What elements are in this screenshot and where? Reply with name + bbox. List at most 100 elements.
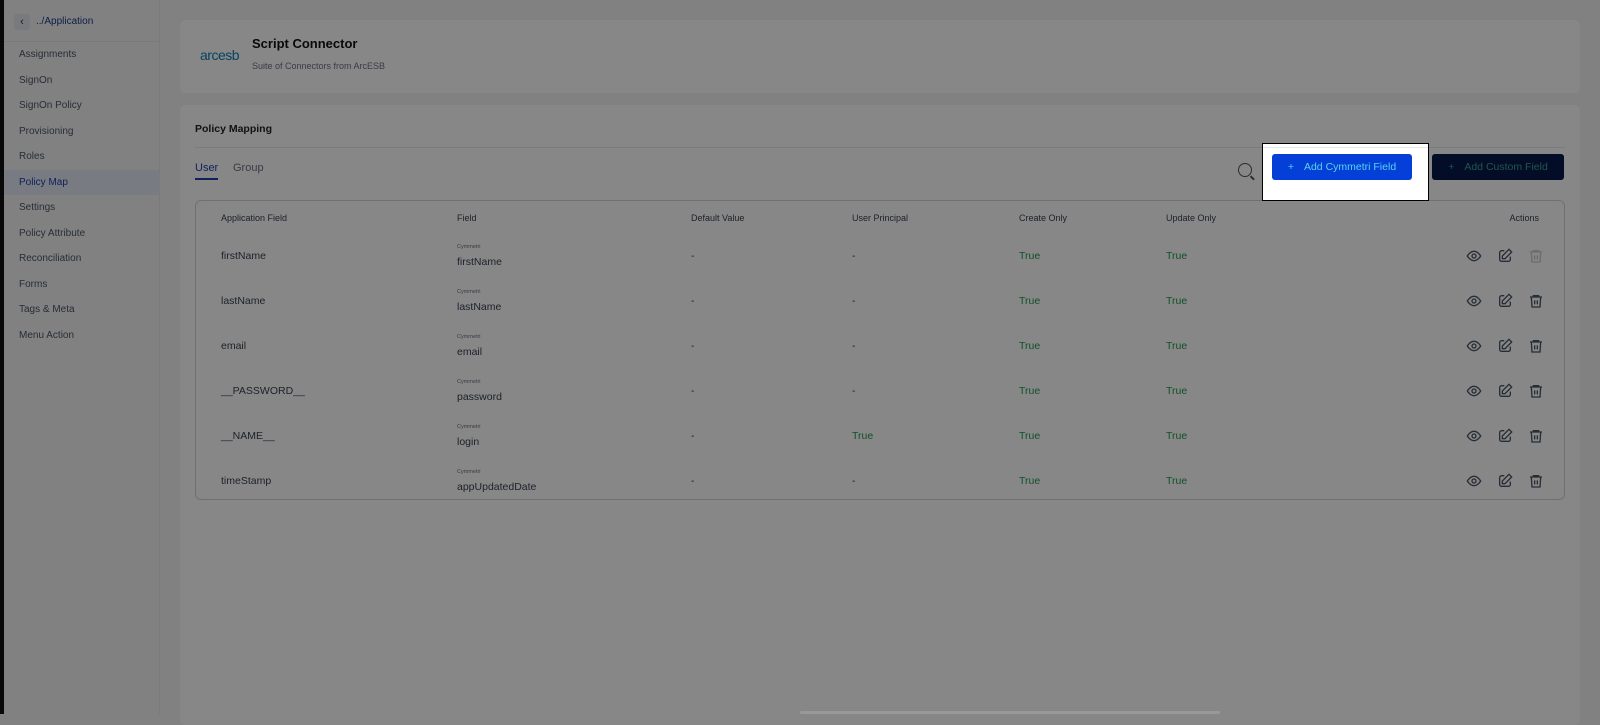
- add-custom-field-button[interactable]: + Add Custom Field: [1432, 154, 1564, 180]
- update-only: True: [1166, 475, 1188, 487]
- arcesb-logo: arcesb: [200, 47, 240, 63]
- delete-icon[interactable]: [1528, 338, 1544, 354]
- sidebar-item-reconciliation[interactable]: Reconciliation: [19, 253, 82, 264]
- user-principal: -: [852, 250, 856, 262]
- user-principal: True: [852, 430, 874, 442]
- delete-icon[interactable]: [1528, 428, 1544, 444]
- default-value: -: [691, 250, 695, 262]
- column-header: User Principal: [852, 213, 909, 223]
- default-value: -: [691, 475, 695, 487]
- column-header: Field: [457, 213, 477, 223]
- field-name: firstName: [457, 256, 502, 268]
- default-value: -: [691, 340, 695, 352]
- plus-icon: +: [1287, 161, 1294, 173]
- field-name: email: [457, 346, 483, 358]
- edit-icon[interactable]: [1497, 383, 1513, 399]
- sidebar-item-policy-map[interactable]: Policy Map: [4, 169, 159, 195]
- field-source: Cymmetri: [457, 424, 481, 430]
- view-icon[interactable]: [1466, 383, 1482, 399]
- create-only: True: [1019, 385, 1041, 397]
- sidebar-item-menu-action[interactable]: Menu Action: [19, 329, 75, 341]
- application-field: __NAME__: [221, 430, 275, 442]
- field-name: appUpdatedDate: [457, 481, 537, 493]
- sidebar: ‹ ../Application Assignments SignOn SignOn…: [4, 0, 160, 714]
- sidebar-item-policy-attribute[interactable]: Policy Attribute: [19, 227, 86, 239]
- edit-icon[interactable]: [1497, 428, 1513, 444]
- table-row: firstName Cymmetri firstName - - True True: [196, 238, 1564, 283]
- sidebar-item-signon-policy[interactable]: SignOn Policy: [19, 100, 82, 111]
- delete-icon[interactable]: [1528, 473, 1544, 489]
- search-icon[interactable]: [1238, 163, 1252, 177]
- create-only: True: [1019, 340, 1041, 352]
- user-principal: -: [852, 295, 856, 307]
- table-row: __PASSWORD__ Cymmetri password - - True True: [196, 373, 1564, 418]
- back-label: ../Application: [36, 16, 94, 27]
- plus-icon: +: [1448, 161, 1455, 173]
- default-value: -: [691, 430, 695, 442]
- tab-user[interactable]: User: [195, 162, 219, 180]
- column-header: Actions: [1509, 213, 1539, 223]
- column-header: Default Value: [691, 213, 745, 223]
- table-row: timeStamp Cymmetri appUpdatedDate - - True Tru…: [196, 463, 1564, 508]
- column-header: Application Field: [221, 213, 288, 223]
- create-only: True: [1019, 475, 1041, 487]
- create-only: True: [1019, 295, 1041, 307]
- field-name: password: [457, 391, 502, 403]
- sidebar-item-provisioning[interactable]: Provisioning: [19, 125, 74, 137]
- column-header: Update Only: [1166, 213, 1217, 223]
- application-field: lastName: [221, 295, 266, 307]
- field-source: Cymmetri: [457, 379, 481, 385]
- field-source: Cymmetri: [457, 244, 481, 250]
- user-principal: -: [852, 475, 856, 487]
- edit-icon[interactable]: [1497, 248, 1513, 264]
- delete-icon[interactable]: [1528, 383, 1544, 399]
- sidebar-item-roles[interactable]: Roles: [19, 151, 45, 162]
- update-only: True: [1166, 295, 1188, 307]
- delete-icon[interactable]: [1528, 248, 1544, 264]
- section-title: Policy Mapping: [195, 123, 273, 135]
- app-subtitle: Suite of Connectors from ArcESB: [252, 61, 386, 71]
- default-value: -: [691, 385, 695, 397]
- window-edge: [0, 0, 4, 714]
- application-field: email: [221, 340, 247, 352]
- sidebar-item-signon[interactable]: SignOn: [19, 74, 53, 86]
- back-link[interactable]: ‹ ../Application: [4, 2, 159, 42]
- sidebar-item-tags-meta[interactable]: Tags & Meta: [19, 304, 75, 315]
- update-only: True: [1166, 430, 1188, 442]
- scrollbar[interactable]: [800, 711, 1220, 714]
- app-title: Script Connector: [252, 36, 358, 51]
- application-field: timeStamp: [221, 475, 272, 487]
- tab-group[interactable]: Group: [233, 162, 264, 174]
- sidebar-item-assignments[interactable]: Assignments: [19, 49, 77, 60]
- table-row: email Cymmetri email - - True True: [196, 328, 1564, 373]
- field-source: Cymmetri: [457, 334, 481, 340]
- view-icon[interactable]: [1466, 248, 1482, 264]
- application-field: __PASSWORD__: [221, 385, 305, 397]
- update-only: True: [1166, 250, 1188, 262]
- delete-icon[interactable]: [1528, 293, 1544, 309]
- table-row: __NAME__ Cymmetri login - True True True: [196, 418, 1564, 463]
- field-source: Cymmetri: [457, 469, 481, 475]
- create-only: True: [1019, 430, 1041, 442]
- edit-icon[interactable]: [1497, 293, 1513, 309]
- divider: [195, 147, 1565, 148]
- view-icon[interactable]: [1466, 428, 1482, 444]
- field-source: Cymmetri: [457, 289, 481, 295]
- view-icon[interactable]: [1466, 293, 1482, 309]
- policy-table: Application Field Field Default Value User …: [195, 200, 1565, 500]
- default-value: -: [691, 295, 695, 307]
- edit-icon[interactable]: [1497, 338, 1513, 354]
- chevron-left-icon[interactable]: ‹: [14, 13, 30, 30]
- add-cymmetri-field-button[interactable]: + Add Cymmetri Field: [1272, 154, 1412, 180]
- application-field: firstName: [221, 250, 266, 262]
- sidebar-item-settings[interactable]: Settings: [19, 202, 56, 213]
- field-name: login: [457, 436, 480, 448]
- policy-mapping-card: Policy Mapping User Group + Add Cymmetri …: [180, 105, 1580, 725]
- view-icon[interactable]: [1466, 338, 1482, 354]
- column-header: Create Only: [1019, 213, 1068, 223]
- user-principal: -: [852, 385, 856, 397]
- user-principal: -: [852, 340, 856, 352]
- edit-icon[interactable]: [1497, 473, 1513, 489]
- sidebar-item-forms[interactable]: Forms: [19, 278, 48, 290]
- view-icon[interactable]: [1466, 473, 1482, 489]
